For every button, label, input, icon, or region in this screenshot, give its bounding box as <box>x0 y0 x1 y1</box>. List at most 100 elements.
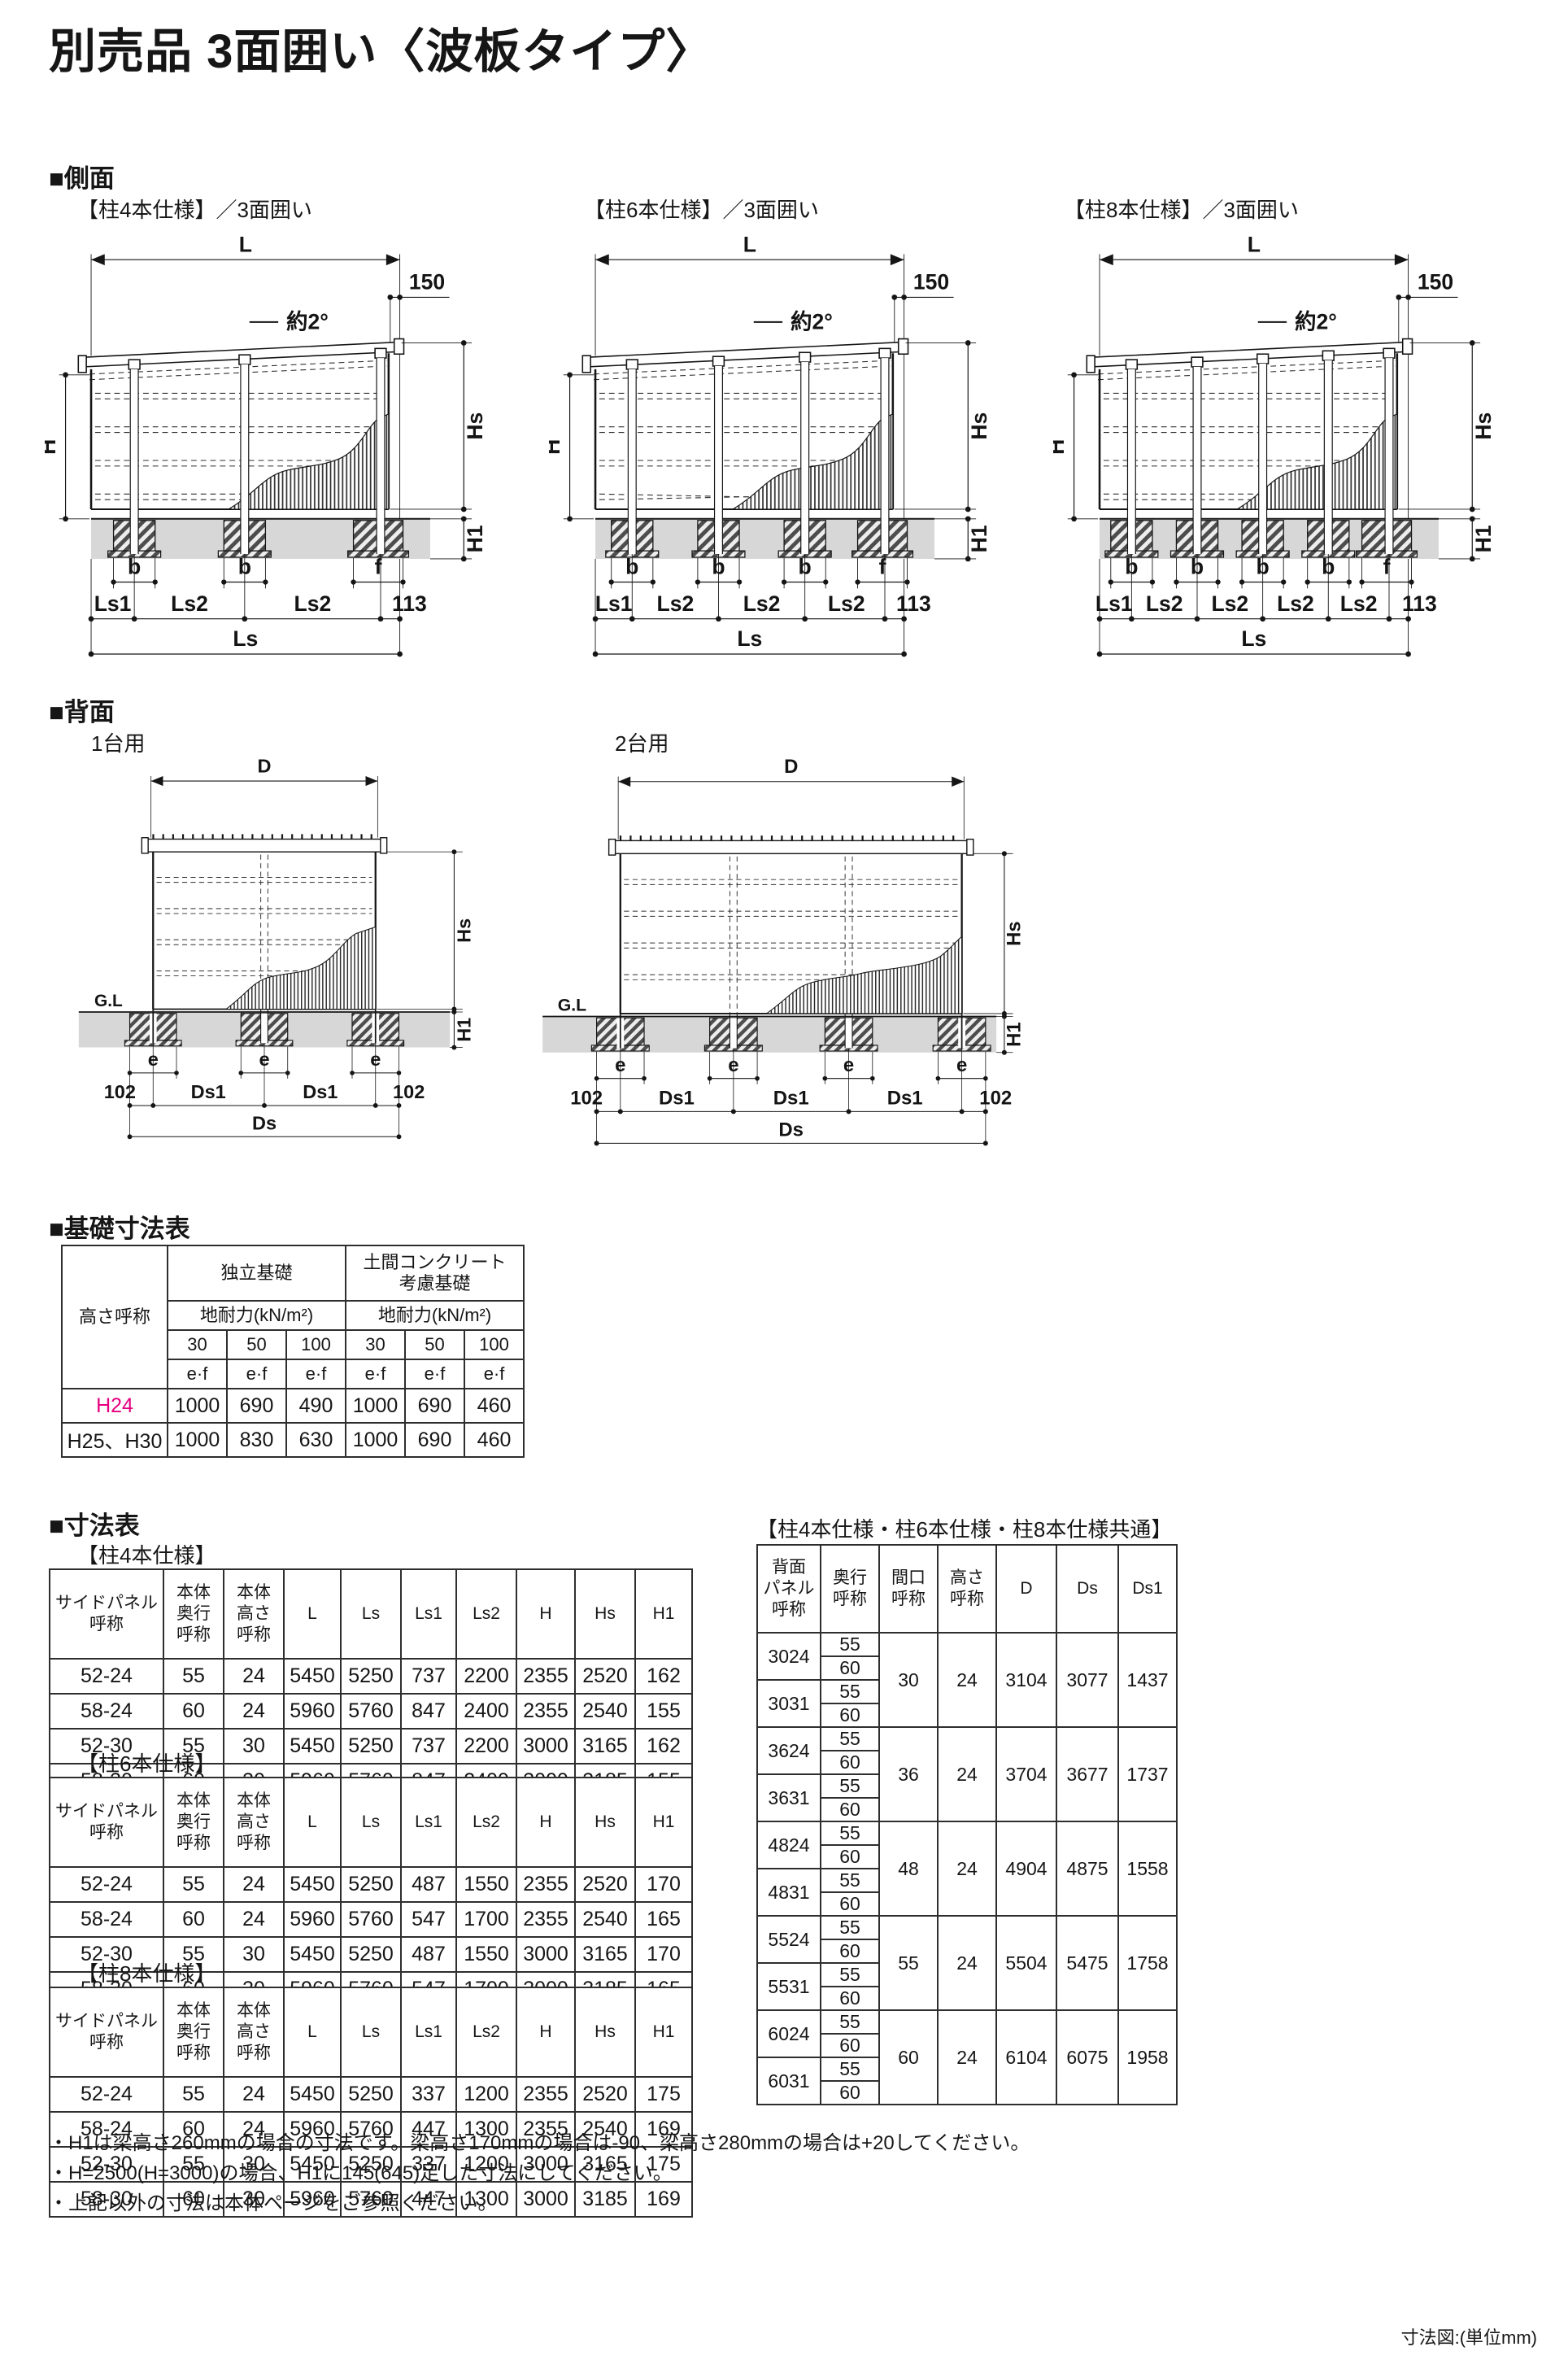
table-cell: 447 <box>400 2181 457 2218</box>
table-cell: 5960 <box>283 1693 342 1730</box>
dimension-Hs-H1: Hs H1 <box>894 340 991 562</box>
foundation-dimension-table: 高さ呼称 独立基礎 土間コンクリート 考慮基礎 地耐力(kN/m²) 地耐力(k… <box>61 1245 525 1458</box>
dim-label-L: L <box>239 232 252 256</box>
table-row: 60 <box>757 1891 1177 1917</box>
table-cell: 737 <box>400 1728 457 1764</box>
table-cell: 170 <box>634 1936 693 1973</box>
table-cell: 5960 <box>283 2111 342 2148</box>
table-cell: H24 <box>61 1388 168 1424</box>
dim-label-150: 150 <box>1418 270 1453 294</box>
dim-label-D: D <box>258 756 272 777</box>
dimension-table-8posts: サイドパネル 呼称 本体 奥行 呼称 本体 高さ 呼称 L Ls Ls1 Ls2 H Hs H1 … <box>49 1987 693 2218</box>
dim-label-Ls2: Ls2 <box>1277 591 1314 616</box>
column-header: 本体 高さ 呼称 <box>223 1568 285 1660</box>
table-cell: 48 <box>878 1821 939 1917</box>
column-header: 本体 高さ 呼称 <box>223 1777 285 1868</box>
column-header: 土間コンクリート 考慮基礎 <box>345 1245 525 1302</box>
dim-label-Ls1: Ls1 <box>94 591 132 616</box>
table-cell: 1737 <box>1117 1726 1178 1822</box>
table-cell: 3024 <box>756 1632 821 1681</box>
dim-label-102: 102 <box>104 1081 136 1102</box>
posts <box>149 1009 380 1044</box>
table-cell: 2540 <box>574 2111 636 2148</box>
dimension-150: 150 <box>891 270 954 353</box>
table-cell: 337 <box>400 2076 457 2113</box>
table-cell: 5450 <box>283 1936 342 1973</box>
table-cell: 1958 <box>1117 2009 1178 2105</box>
table-cell: 55 <box>163 2076 224 2113</box>
table-cell: 4875 <box>1056 1821 1119 1917</box>
table-cell: 55 <box>820 1915 880 1940</box>
table-cell: 24 <box>223 2076 285 2113</box>
table-cell: 155 <box>634 1693 693 1730</box>
table-cell: 2520 <box>574 1658 636 1695</box>
section-heading-dimensions: ■寸法表 <box>49 1511 140 1540</box>
dim-label-H1: H1 <box>453 1018 474 1042</box>
table-cell: 5250 <box>340 2076 402 2113</box>
dimension-Ds-rows: 102 Ds1 Ds1 102 Ds <box>104 1043 425 1140</box>
table-cell: 3631 <box>756 1773 821 1822</box>
table-cell: 5450 <box>283 2146 342 2183</box>
dim-label-Ls2: Ls2 <box>743 591 781 616</box>
table-cell: 5504 <box>995 1915 1057 2011</box>
table-row: 5531 55 <box>756 1962 1177 2011</box>
table-cell: 490 <box>285 1388 347 1424</box>
dim-label-H: H <box>549 439 564 455</box>
table-cell: 5760 <box>340 2181 402 2218</box>
table-row: 3031 55 <box>756 1679 1177 1728</box>
dim-label-Hs: Hs <box>1471 412 1496 440</box>
table-cell: 55 <box>820 1962 880 1987</box>
dim-label-D: D <box>784 756 798 778</box>
table-cell: 1550 <box>455 1936 517 1973</box>
dimension-Hs-H1: Hs H1 <box>390 340 487 562</box>
table-cell: 547 <box>400 1901 457 1938</box>
table-cell: 1000 <box>167 1422 228 1458</box>
table-cell: 2540 <box>574 1901 636 1938</box>
column-header: Ls1 <box>400 1568 457 1660</box>
dim-label-Hs: Hs <box>1003 921 1025 946</box>
table-cell: 1550 <box>455 1866 517 1903</box>
table-cell: 2520 <box>574 2076 636 2113</box>
table-cell: 4831 <box>756 1868 821 1917</box>
section-heading-back: ■背面 <box>49 698 115 726</box>
table-cell: 55 <box>820 1773 880 1799</box>
table-cell: 1000 <box>345 1388 407 1424</box>
side-view-6posts-diagram: L 150 約2° b b <box>549 232 991 657</box>
dimension-Hs-H1: Hs H1 <box>377 849 474 1050</box>
header-row: サイドパネル 呼称 本体 奥行 呼称 本体 高さ 呼称 L Ls Ls1 Ls2 H Hs H1 <box>49 1777 693 1868</box>
footnotes: ・H1は梁高さ260mmの場合の寸法です。梁高さ170mmの場合は-90、梁高さ… <box>49 2128 1030 2218</box>
table-cell: 5760 <box>340 1901 402 1938</box>
column-header: e·f <box>167 1359 228 1389</box>
table-row: 52-24 55 24 5450 5250 337 1200 2355 2520 175 <box>49 2076 693 2113</box>
posts <box>625 347 891 555</box>
table-cell: 1558 <box>1117 1821 1178 1917</box>
dimension-b-f: b b b f <box>608 555 910 589</box>
column-header: H1 <box>634 1987 693 2078</box>
table-cell: 4904 <box>995 1821 1057 1917</box>
column-header: H <box>516 1568 576 1660</box>
dimension-L: L <box>90 232 401 654</box>
table-row: 58-30 60 30 5960 5760 447 1300 3000 3185 169 <box>49 2181 693 2218</box>
dimension-H: H <box>549 372 595 522</box>
column-header: Ls2 <box>455 1777 517 1868</box>
table-cell: 60 <box>820 2033 880 2058</box>
dimension-H: H <box>45 372 90 522</box>
table-cell: 2355 <box>516 1866 576 1903</box>
dim-table-label-6posts: 【柱6本仕様】 <box>77 1751 216 1776</box>
dim-label-150: 150 <box>913 270 949 294</box>
dim-label-Ls: Ls <box>1241 626 1266 651</box>
dimension-150: 150 <box>387 270 450 353</box>
corrugated-panel <box>224 926 377 1010</box>
roof <box>1086 338 1413 381</box>
table-cell: 60 <box>820 1844 880 1869</box>
dim-label-H1: H1 <box>463 525 487 552</box>
column-header: 独立基礎 <box>166 1245 347 1302</box>
table-cell: 60 <box>820 1750 880 1775</box>
table-cell: 60 <box>820 1986 880 2011</box>
table-row: 60 <box>757 1655 1177 1681</box>
table-cell: 1758 <box>1117 1915 1178 2011</box>
column-header: D <box>995 1544 1057 1634</box>
footnote-line: ・H=2500(H=3000)の場合、H1に145(645)足した寸法にしてくだ… <box>49 2162 673 2184</box>
table-cell: 24 <box>937 1821 997 1917</box>
table-row: 52-30 55 30 5450 5250 487 1550 3000 3165 170 <box>49 1936 693 1973</box>
